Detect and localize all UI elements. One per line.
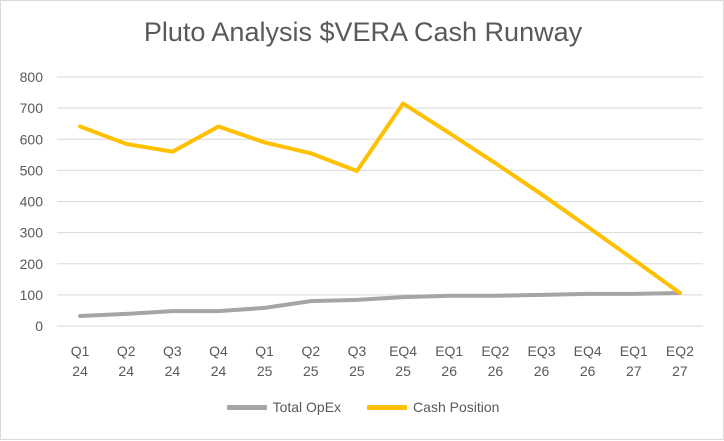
x-tick-label: EQ2 27 — [666, 343, 694, 379]
y-tick-label: 400 — [20, 194, 44, 210]
legend-item-cash-position: Cash Position — [367, 399, 499, 415]
legend-label-cash-position: Cash Position — [413, 399, 500, 415]
x-tick-label: Q1 25 — [255, 343, 274, 379]
y-tick-label: 0 — [35, 318, 43, 334]
y-tick-label: 800 — [20, 69, 44, 85]
y-tick-label: 100 — [20, 287, 44, 303]
x-tick-label: EQ4 25 — [389, 343, 417, 379]
x-tick-label: EQ4 26 — [574, 343, 602, 379]
y-tick-label: 200 — [20, 256, 44, 272]
x-tick-label: Q2 25 — [301, 343, 320, 379]
x-tick-label: EQ1 26 — [435, 343, 463, 379]
x-tick-label: EQ3 26 — [527, 343, 555, 379]
chart-title: Pluto Analysis $VERA Cash Runway — [143, 17, 583, 47]
x-tick-label: Q3 24 — [163, 343, 182, 379]
legend-swatch-cash-position — [367, 404, 408, 410]
x-tick-label: Q2 24 — [117, 343, 136, 379]
legend-item-total-opex: Total OpEx — [226, 399, 342, 415]
x-tick-label: Q4 24 — [209, 343, 228, 379]
legend-label-total-opex: Total OpEx — [272, 399, 342, 415]
series-line-total-opex — [78, 291, 682, 318]
x-tick-label: Q3 25 — [348, 343, 367, 379]
y-tick-label: 500 — [20, 162, 44, 178]
y-tick-label: 300 — [20, 225, 44, 241]
x-tick-label: EQ1 27 — [620, 343, 648, 379]
legend: Total OpEx Cash Position — [1, 399, 724, 415]
y-tick-label: 700 — [20, 100, 44, 116]
x-tick-label: Q1 24 — [71, 343, 90, 379]
series-line-cash-position — [78, 101, 682, 295]
y-tick-label: 600 — [20, 131, 44, 147]
legend-swatch-total-opex — [226, 404, 267, 410]
x-tick-label: EQ2 26 — [481, 343, 509, 379]
